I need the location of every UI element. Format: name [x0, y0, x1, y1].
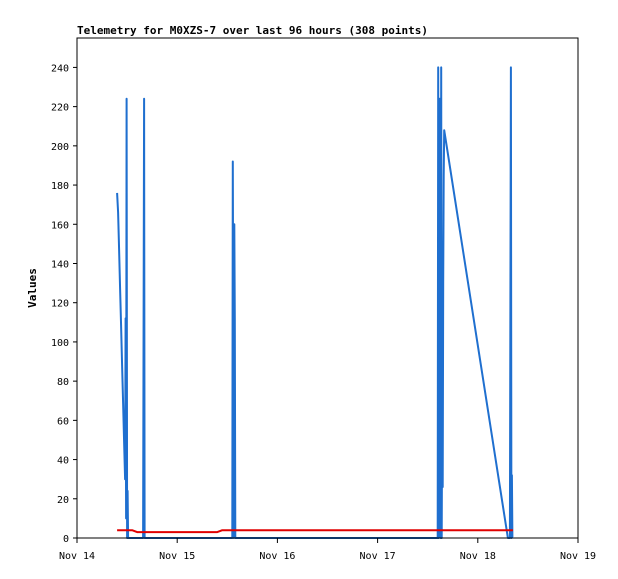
x-tick-label: Nov 15: [159, 551, 195, 562]
x-tick-label: Nov 16: [259, 551, 295, 562]
y-tick-label: 120: [51, 299, 69, 310]
y-tick-label: 180: [51, 181, 69, 192]
y-tick-label: 20: [57, 495, 69, 506]
y-axis: 0 20 40 60 80 100 120 140 160 180 200 220 240: [51, 63, 77, 545]
x-axis: Nov 14 Nov 15 Nov 16 Nov 17 Nov 18 Nov 19: [59, 538, 596, 562]
y-tick-label: 60: [57, 416, 69, 427]
x-tick-label: Nov 19: [560, 551, 596, 562]
y-tick-label: 200: [51, 142, 69, 153]
y-tick-label: 0: [63, 534, 69, 545]
y-tick-label: 160: [51, 220, 69, 231]
y-tick-label: 100: [51, 338, 69, 349]
chart-title: Telemetry for M0XZS-7 over last 96 hours…: [77, 24, 428, 37]
y-tick-label: 220: [51, 103, 69, 114]
x-tick-label: Nov 18: [460, 551, 496, 562]
y-tick-label: 80: [57, 377, 69, 388]
x-tick-label: Nov 17: [360, 551, 396, 562]
plot-area: [76, 37, 579, 539]
y-axis-label: Values: [26, 268, 39, 308]
series-layer: [77, 66, 514, 539]
series-line-0: [116, 66, 514, 539]
y-tick-label: 140: [51, 259, 69, 270]
y-tick-label: 40: [57, 456, 69, 467]
x-tick-label: Nov 14: [59, 551, 95, 562]
series-line-1: [117, 529, 513, 534]
y-tick-label: 240: [51, 63, 69, 74]
